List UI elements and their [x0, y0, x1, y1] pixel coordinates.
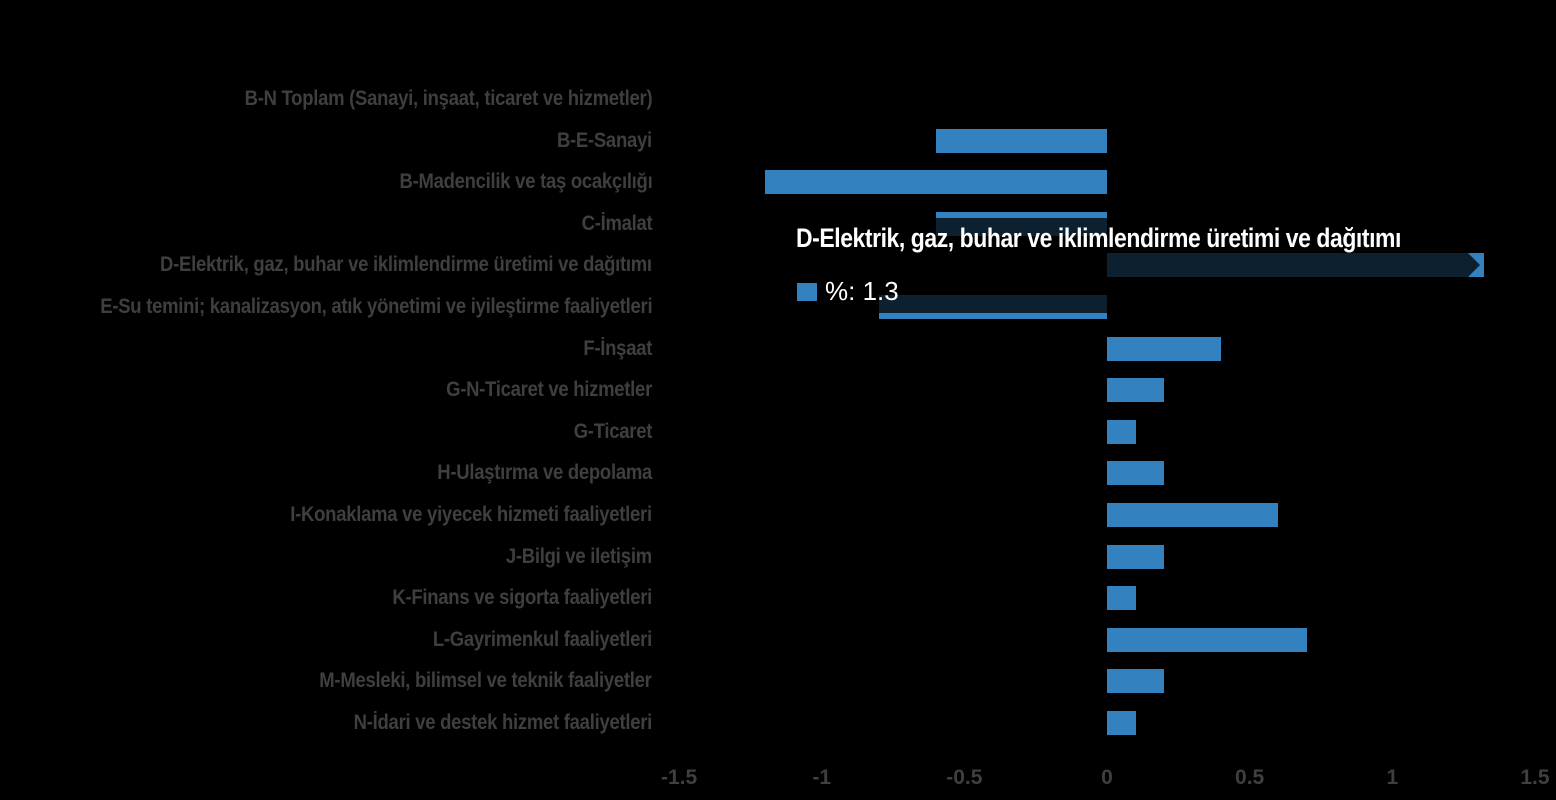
x-axis-tick-label: -1 [812, 766, 832, 789]
bar[interactable] [1107, 627, 1307, 652]
category-label: N-İdari ve destek hizmet faaliyetleri [353, 711, 653, 734]
tooltip-value: %: 1.3 [825, 276, 899, 306]
bar[interactable] [1107, 544, 1165, 569]
bar[interactable] [1107, 461, 1165, 486]
category-label: D-Elektrik, gaz, buhar ve iklimlendirme … [160, 253, 652, 277]
bar[interactable] [1107, 336, 1222, 361]
category-label: I-Konaklama ve yiyecek hizmeti faaliyetl… [290, 503, 652, 526]
bar[interactable] [935, 128, 1107, 153]
category-label: J-Bilgi ve iletişim [506, 544, 652, 568]
category-label: K-Finans ve sigorta faaliyetleri [392, 586, 652, 610]
category-label: F-İnşaat [583, 336, 652, 360]
bar[interactable] [764, 170, 1107, 195]
category-label: H-Ulaştırma ve depolama [437, 461, 652, 485]
bar[interactable] [1107, 669, 1165, 694]
x-axis-tick-label: 1.5 [1520, 766, 1550, 789]
bar[interactable] [1107, 378, 1165, 403]
category-label: E-Su temini; kanalizasyon, atık yönetimi… [99, 295, 652, 318]
category-label: G-N-Ticaret ve hizmetler [446, 378, 652, 402]
x-axis-tick-label: -0.5 [946, 766, 983, 789]
category-label: L-Gayrimenkul faaliyetleri [432, 627, 652, 651]
tooltip: D-Elektrik, gaz, buhar ve iklimlendirme … [785, 218, 1468, 313]
category-label: B-E-Sanayi [557, 128, 652, 152]
tooltip-title: D-Elektrik, gaz, buhar ve iklimlendirme … [796, 223, 1401, 253]
x-axis-tick-label: 1 [1386, 766, 1399, 789]
x-axis-tick-label: -1.5 [660, 766, 698, 789]
bar[interactable] [1107, 503, 1279, 527]
x-axis-tick-label: 0 [1101, 766, 1113, 789]
series-marker-icon [797, 282, 817, 301]
category-label: C-İmalat [581, 211, 652, 235]
category-label: G-Ticaret [573, 419, 653, 443]
bar[interactable] [1107, 419, 1136, 444]
x-axis-tick-label: 0.5 [1235, 766, 1265, 789]
category-label: M-Mesleki, bilimsel ve teknik faaliyetle… [319, 669, 653, 693]
category-label: B-Madencilik ve taş ocakçılığı [399, 170, 652, 194]
bar[interactable] [1107, 586, 1136, 611]
category-label: B-N Toplam (Sanayi, inşaat, ticaret ve h… [244, 87, 652, 110]
bar[interactable] [1107, 711, 1136, 735]
tooltip-legend-row: %: 1.3 [797, 276, 899, 307]
